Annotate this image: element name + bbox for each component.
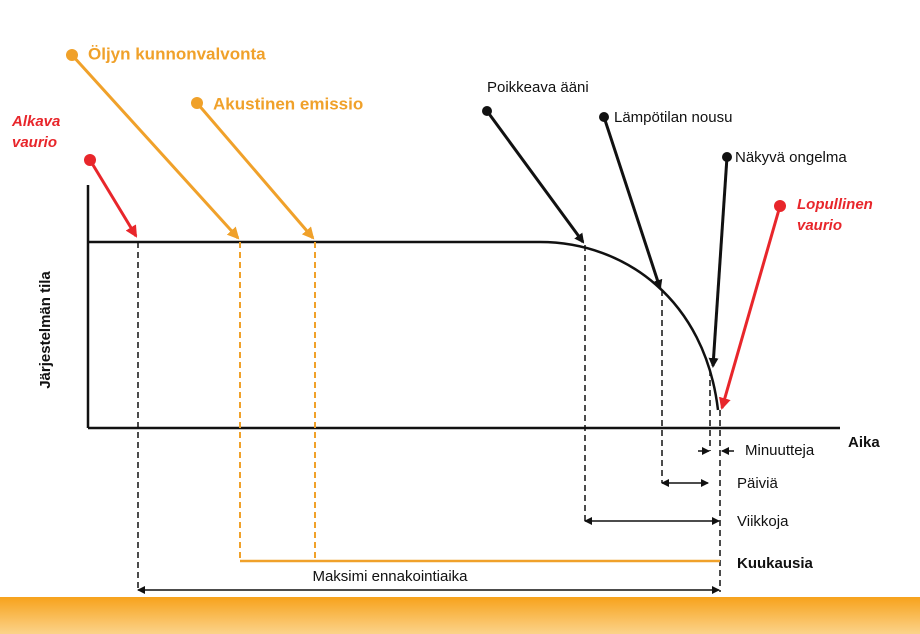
interval-arrows xyxy=(137,447,734,594)
event-label: Lämpötilan nousu xyxy=(614,109,732,126)
event-label: Alkava xyxy=(11,113,60,130)
event-label: vaurio xyxy=(797,217,842,234)
event-label: Poikkeava ääni xyxy=(487,79,589,96)
interval-label: Päiviä xyxy=(737,475,779,492)
interval-label: Minuutteja xyxy=(745,442,815,459)
footer-band xyxy=(0,597,920,634)
interval-label: Kuukausia xyxy=(737,555,814,572)
event-label: Lopullinen xyxy=(797,196,873,213)
event-arrows xyxy=(66,49,786,410)
condition-curve xyxy=(88,240,720,411)
interval-label: Viikkoja xyxy=(737,513,789,530)
dashed-lines xyxy=(137,242,721,592)
event-label: Näkyvä ongelma xyxy=(735,149,847,166)
event-label: Öljyn kunnonvalvonta xyxy=(88,44,266,63)
event-label: Akustinen emissio xyxy=(213,94,363,113)
y-axis-label: Järjestelmän tila xyxy=(37,271,54,389)
x-axis-label: Aika xyxy=(848,434,880,451)
interval-label: Maksimi ennakointiaika xyxy=(312,568,468,585)
event-label: vaurio xyxy=(12,134,57,151)
